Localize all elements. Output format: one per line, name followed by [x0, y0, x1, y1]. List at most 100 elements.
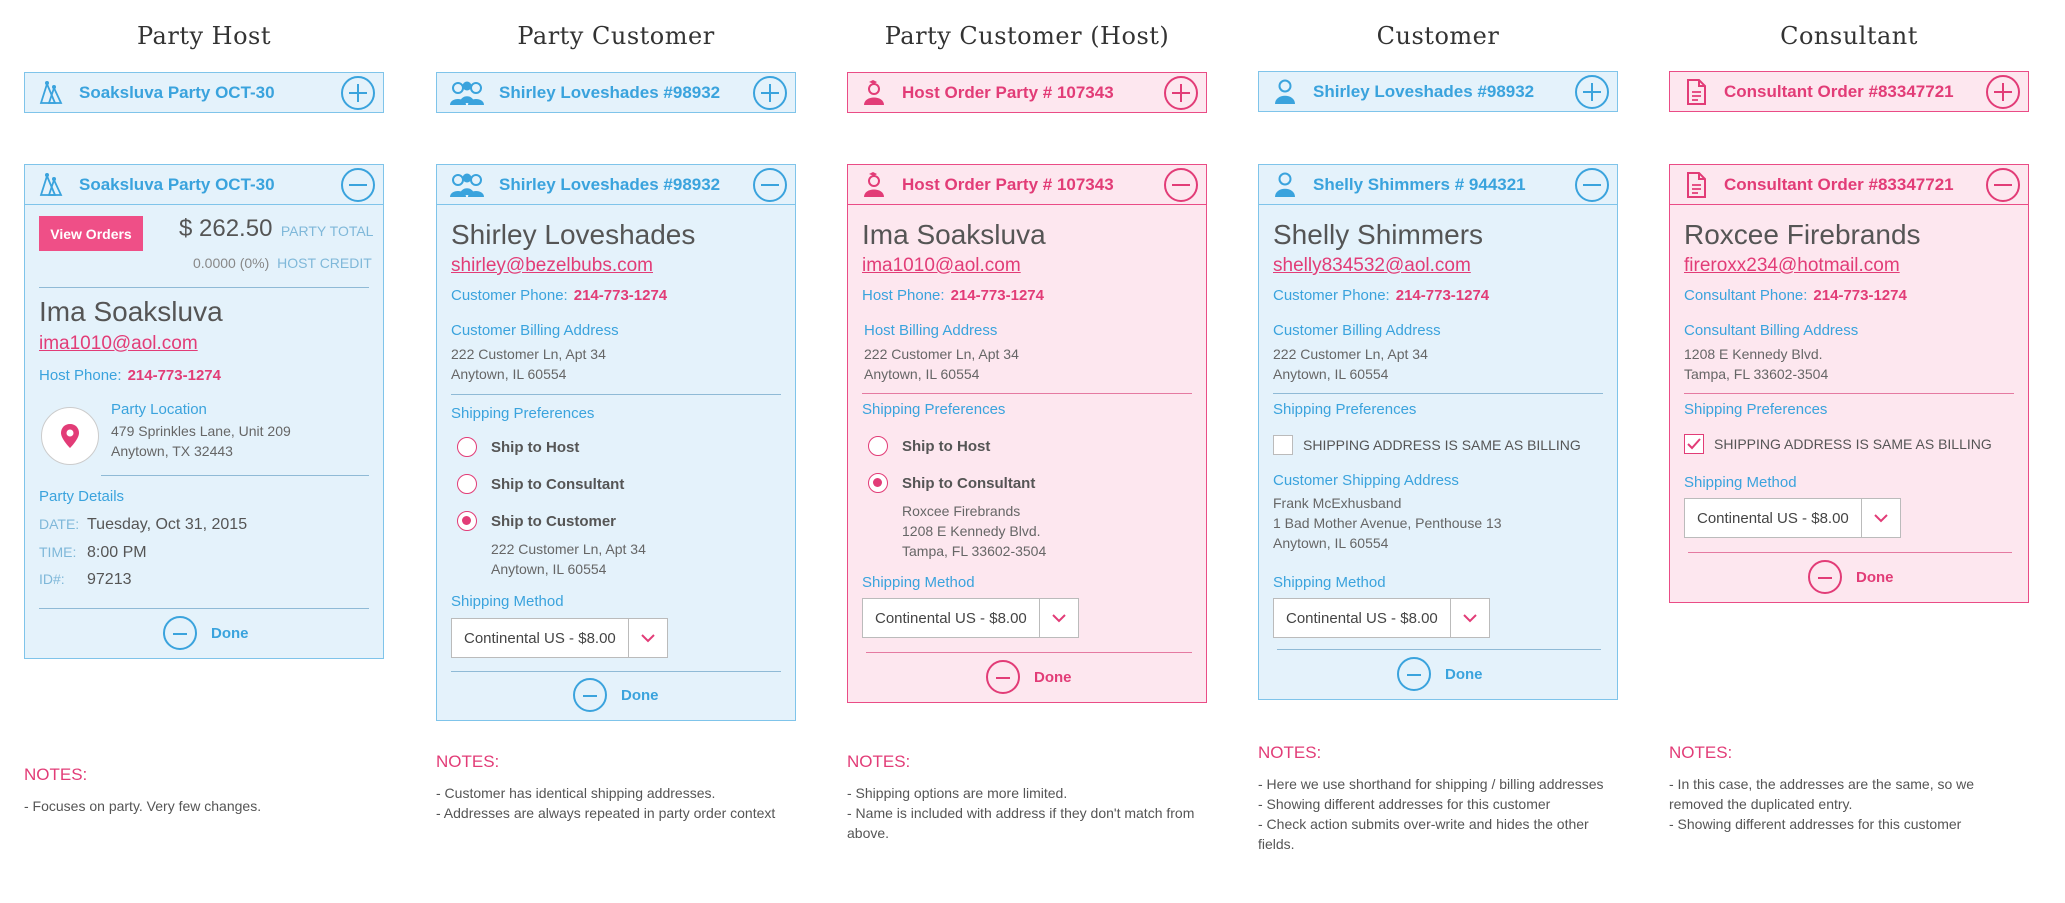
panel-title: Shelly Shimmers # 944321 — [1313, 174, 1526, 194]
note-line: - Showing different addresses for this c… — [1258, 796, 1551, 812]
collapse-button[interactable] — [341, 167, 375, 202]
column-title: Consultant — [1780, 22, 1918, 50]
notes-text: - Here we use shorthand for shipping / b… — [1258, 774, 1618, 854]
host-name: Ima Soaksluva — [862, 219, 1046, 250]
expand-button[interactable] — [1164, 75, 1198, 110]
done-button[interactable]: Done — [573, 678, 659, 712]
group-icon — [450, 173, 484, 197]
same-as-billing-checkbox-row[interactable]: SHIPPING ADDRESS IS SAME AS BILLING — [1684, 434, 1992, 454]
done-button[interactable]: Done — [1808, 560, 1894, 594]
done-label: Done — [621, 686, 659, 704]
shipping-method-select[interactable]: Continental US - $8.00 — [1684, 498, 1901, 538]
radio-ship-to-consultant[interactable]: Ship to Consultant — [868, 473, 1035, 493]
shipping-address-label: Customer Shipping Address — [1273, 472, 1459, 489]
radio-label: Ship to Customer — [491, 512, 617, 530]
document-icon — [1687, 78, 1706, 105]
done-button[interactable]: Done — [163, 616, 249, 650]
radio-button[interactable] — [868, 436, 888, 456]
billing-address: 222 Customer Ln, Apt 34 Anytown, IL 6055… — [1273, 344, 1428, 384]
phone-label: Customer Phone: — [451, 287, 568, 304]
address-line: 222 Customer Ln, Apt 34 — [491, 541, 646, 557]
party-panel: View Orders $ 262.50 PARTY TOTAL 0.0000 … — [24, 205, 384, 659]
same-as-billing-checkbox-row[interactable]: SHIPPING ADDRESS IS SAME AS BILLING — [1273, 435, 1581, 455]
address-line: 479 Sprinkles Lane, Unit 209 — [111, 423, 291, 439]
chevron-down-icon[interactable] — [629, 619, 667, 657]
chevron-down-icon[interactable] — [1862, 499, 1900, 537]
consultant-panel-header[interactable]: Consultant Order #83347721 — [1669, 164, 2029, 205]
collapse-button[interactable] — [1986, 167, 2020, 202]
note-line: - Addresses are always repeated in party… — [436, 805, 776, 821]
customer-collapsed-bar[interactable]: Shirley Loveshades #98932 — [436, 72, 796, 113]
shipping-method-label: Shipping Method — [1684, 474, 1797, 491]
customer-collapsed-bar[interactable]: Shirley Loveshades #98932 — [1258, 71, 1618, 112]
address-line: 1208 E Kennedy Blvd. — [1684, 346, 1823, 362]
done-button[interactable]: Done — [1397, 657, 1483, 691]
expand-button[interactable] — [1575, 74, 1609, 109]
note-line: - Customer has identical shipping addres… — [436, 785, 716, 801]
customer-email[interactable]: shelly834532@aol.com — [1273, 255, 1471, 276]
billing-address-label: Host Billing Address — [864, 322, 998, 339]
chevron-down-icon[interactable] — [1451, 599, 1489, 637]
host-order-panel-header[interactable]: Host Order Party # 107343 — [847, 164, 1207, 205]
collapse-button[interactable] — [1164, 167, 1198, 202]
panel-title: Host Order Party # 107343 — [902, 174, 1114, 194]
radio-button-selected[interactable] — [457, 511, 477, 531]
radio-ship-to-consultant[interactable]: Ship to Consultant — [457, 474, 624, 494]
collapse-button[interactable] — [1575, 167, 1609, 202]
shipping-method-select[interactable]: Continental US - $8.00 — [451, 618, 668, 658]
expand-button[interactable] — [1986, 74, 2020, 109]
radio-button[interactable] — [457, 474, 477, 494]
done-label: Done — [1034, 668, 1072, 686]
host-email[interactable]: ima1010@aol.com — [862, 255, 1021, 276]
radio-ship-to-host[interactable]: Ship to Host — [457, 437, 579, 457]
select-value: Continental US - $8.00 — [1685, 499, 1862, 537]
billing-address-label: Customer Billing Address — [1273, 322, 1441, 339]
detail-key: TIME: — [39, 544, 77, 560]
minus-circle-icon — [163, 616, 197, 650]
minus-circle-icon — [986, 660, 1020, 694]
consultant-collapsed-bar[interactable]: Consultant Order #83347721 — [1669, 71, 2029, 112]
checkbox-checked[interactable] — [1684, 434, 1704, 454]
expand-button[interactable] — [341, 75, 375, 110]
party-collapsed-bar[interactable]: Soaksluva Party OCT-30 — [24, 72, 384, 113]
note-line: - Name is included with address if they … — [847, 805, 1195, 841]
party-panel-header[interactable]: Soaksluva Party OCT-30 — [24, 164, 384, 205]
collapse-button[interactable] — [753, 167, 787, 202]
customer-panel-header[interactable]: Shelly Shimmers # 944321 — [1258, 164, 1618, 205]
customer-panel-header[interactable]: Shirley Loveshades #98932 — [436, 164, 796, 205]
address-line: Anytown, IL 60554 — [491, 561, 607, 577]
detail-key: DATE: — [39, 516, 80, 532]
radio-ship-to-customer[interactable]: Ship to Customer — [457, 511, 616, 531]
customer-email[interactable]: shirley@bezelbubs.com — [451, 255, 653, 276]
host-phone: Host Phone: 214-773-1274 — [39, 367, 221, 384]
billing-address: 1208 E Kennedy Blvd. Tampa, FL 33602-350… — [1684, 344, 1828, 384]
divider — [39, 608, 369, 609]
detail-date: DATE: Tuesday, Oct 31, 2015 — [39, 516, 247, 534]
detail-id: ID#: 97213 — [39, 571, 132, 589]
consultant-email[interactable]: fireroxx234@hotmail.com — [1684, 255, 1900, 276]
host-order-collapsed-bar[interactable]: Host Order Party # 107343 — [847, 72, 1207, 113]
detail-value: 8:00 PM — [87, 544, 147, 561]
bar-title: Consultant Order #83347721 — [1724, 81, 1954, 101]
checkbox-unchecked[interactable] — [1273, 435, 1293, 455]
phone-label: Host Phone: — [862, 287, 945, 304]
address-line: Anytown, TX 32443 — [111, 443, 233, 459]
shipping-method-select[interactable]: Continental US - $8.00 — [1273, 598, 1490, 638]
radio-button[interactable] — [457, 437, 477, 457]
minus-circle-icon — [1808, 560, 1842, 594]
expand-button[interactable] — [753, 75, 787, 110]
shipping-method-label: Shipping Method — [1273, 574, 1386, 591]
party-total-amount: $ 262.50 — [179, 215, 273, 242]
radio-button-selected[interactable] — [868, 473, 888, 493]
done-button[interactable]: Done — [986, 660, 1072, 694]
shipping-method-select[interactable]: Continental US - $8.00 — [862, 598, 1079, 638]
shipping-address: Roxcee Firebrands 1208 E Kennedy Blvd. T… — [902, 501, 1046, 561]
host-email[interactable]: ima1010@aol.com — [39, 333, 198, 354]
address-line: Tampa, FL 33602-3504 — [1684, 366, 1829, 382]
panel-title: Consultant Order #83347721 — [1724, 174, 1954, 194]
address-line: Anytown, IL 60554 — [1273, 535, 1389, 551]
radio-ship-to-host[interactable]: Ship to Host — [868, 436, 990, 456]
done-label: Done — [1856, 568, 1894, 586]
view-orders-button[interactable]: View Orders — [39, 216, 143, 251]
chevron-down-icon[interactable] — [1040, 599, 1078, 637]
